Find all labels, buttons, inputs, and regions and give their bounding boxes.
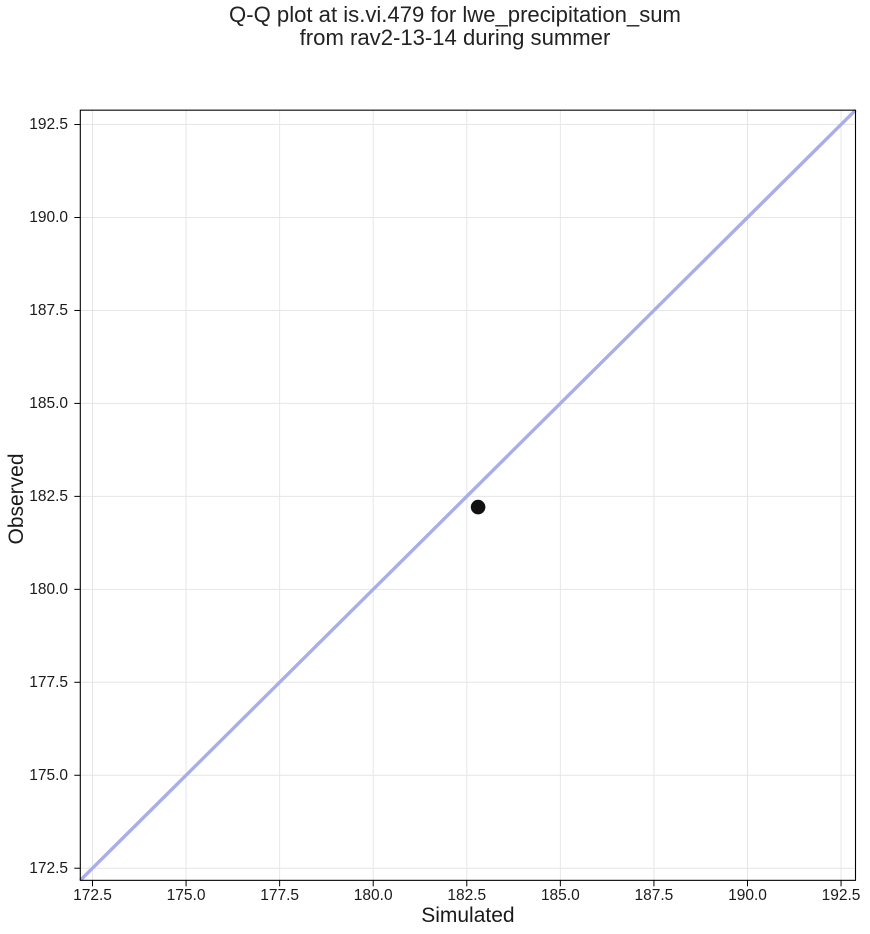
svg-text:175.0: 175.0 bbox=[29, 767, 68, 784]
svg-text:Simulated: Simulated bbox=[421, 904, 514, 927]
svg-text:182.5: 182.5 bbox=[29, 488, 68, 505]
svg-text:180.0: 180.0 bbox=[29, 581, 68, 598]
svg-text:Observed: Observed bbox=[5, 453, 28, 544]
svg-text:175.0: 175.0 bbox=[167, 887, 206, 904]
svg-text:185.0: 185.0 bbox=[541, 887, 580, 904]
svg-text:187.5: 187.5 bbox=[635, 887, 674, 904]
svg-text:190.0: 190.0 bbox=[29, 209, 68, 226]
svg-text:182.5: 182.5 bbox=[447, 887, 486, 904]
svg-text:172.5: 172.5 bbox=[73, 887, 112, 904]
svg-text:185.0: 185.0 bbox=[29, 395, 68, 412]
svg-text:177.5: 177.5 bbox=[260, 887, 299, 904]
svg-text:192.5: 192.5 bbox=[822, 887, 861, 904]
svg-text:172.5: 172.5 bbox=[29, 860, 68, 877]
svg-text:180.0: 180.0 bbox=[354, 887, 393, 904]
svg-text:177.5: 177.5 bbox=[29, 674, 68, 691]
svg-text:187.5: 187.5 bbox=[29, 302, 68, 319]
svg-text:192.5: 192.5 bbox=[29, 116, 68, 133]
svg-text:190.0: 190.0 bbox=[728, 887, 767, 904]
